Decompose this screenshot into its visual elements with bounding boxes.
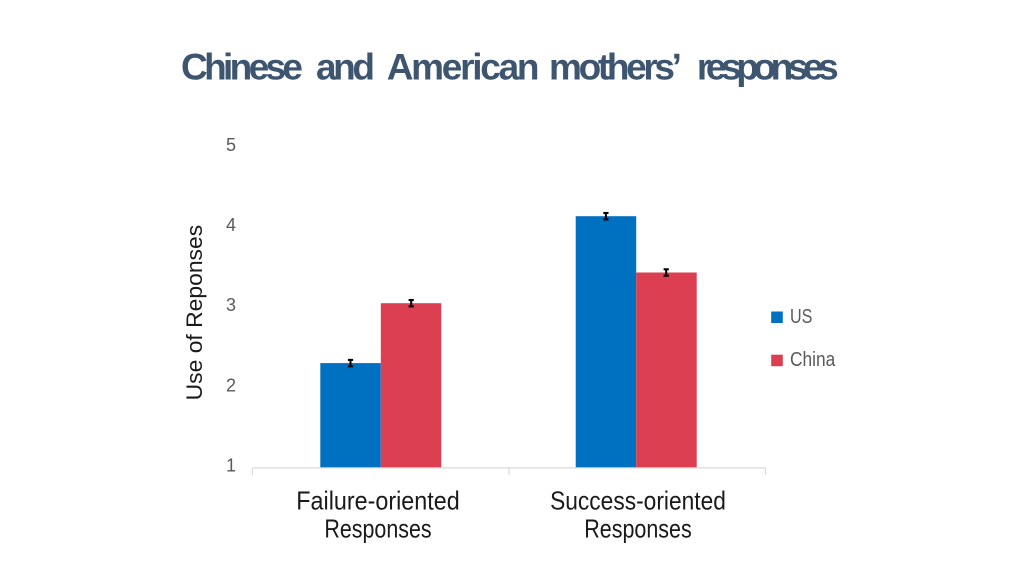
svg-text:Responses: Responses: [584, 514, 692, 544]
svg-text:3: 3: [226, 295, 236, 315]
svg-text:2: 2: [226, 375, 236, 395]
svg-text:Success-oriented: Success-oriented: [550, 486, 726, 516]
svg-text:4: 4: [226, 215, 236, 235]
svg-text:Failure-oriented: Failure-oriented: [296, 486, 459, 516]
svg-text:and: and: [316, 47, 375, 88]
svg-text:American: American: [387, 47, 540, 88]
svg-text:Use of Reponses: Use of Reponses: [182, 225, 207, 401]
svg-text:Responses: Responses: [324, 514, 431, 544]
svg-text:mothers’: mothers’: [549, 47, 682, 88]
svg-text:China: China: [790, 349, 836, 371]
svg-text:responses: responses: [697, 47, 839, 88]
svg-text:Chinese: Chinese: [181, 47, 303, 88]
svg-text:1: 1: [226, 456, 236, 476]
svg-text:5: 5: [226, 135, 236, 155]
svg-text:US: US: [790, 306, 812, 328]
